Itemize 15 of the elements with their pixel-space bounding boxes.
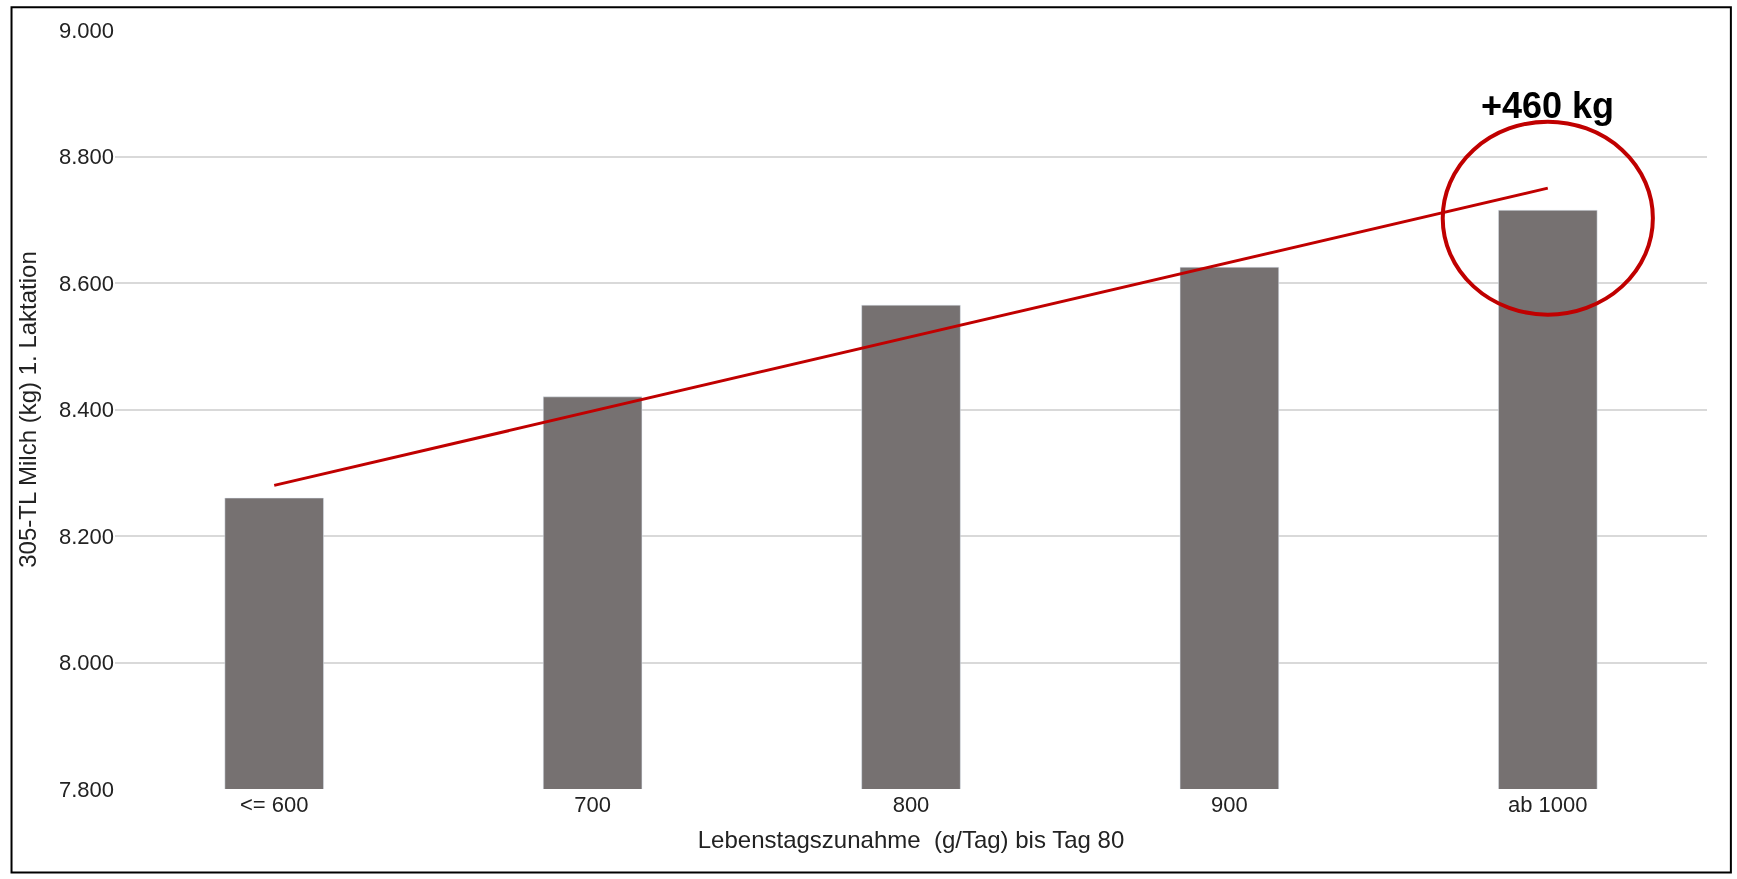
annotation: +460 kg bbox=[1481, 85, 1615, 126]
y-tick-label: 8.000 bbox=[58, 650, 114, 676]
y-tick-label: 8.400 bbox=[58, 397, 114, 423]
x-tick-label: <= 600 bbox=[239, 792, 309, 817]
y-tick-label: 8.200 bbox=[58, 523, 114, 549]
x-tick-label: 900 bbox=[1211, 792, 1248, 817]
x-tick-label: 700 bbox=[574, 792, 611, 817]
x-tick-label: 800 bbox=[892, 792, 930, 817]
y-tick-label: 8.600 bbox=[58, 270, 114, 296]
y-tick-label: 8.800 bbox=[58, 144, 114, 170]
x-tick-label: ab 1000 bbox=[1508, 792, 1588, 817]
x-axis-title: Lebenstagszunahme (g/Tag) bis Tag 80 bbox=[697, 826, 1125, 854]
y-tick-label: 7.800 bbox=[58, 776, 114, 802]
y-tick-label: 9.000 bbox=[58, 17, 114, 43]
y-axis-title: 305-TL Milch (kg) 1. Laktation bbox=[14, 251, 42, 568]
